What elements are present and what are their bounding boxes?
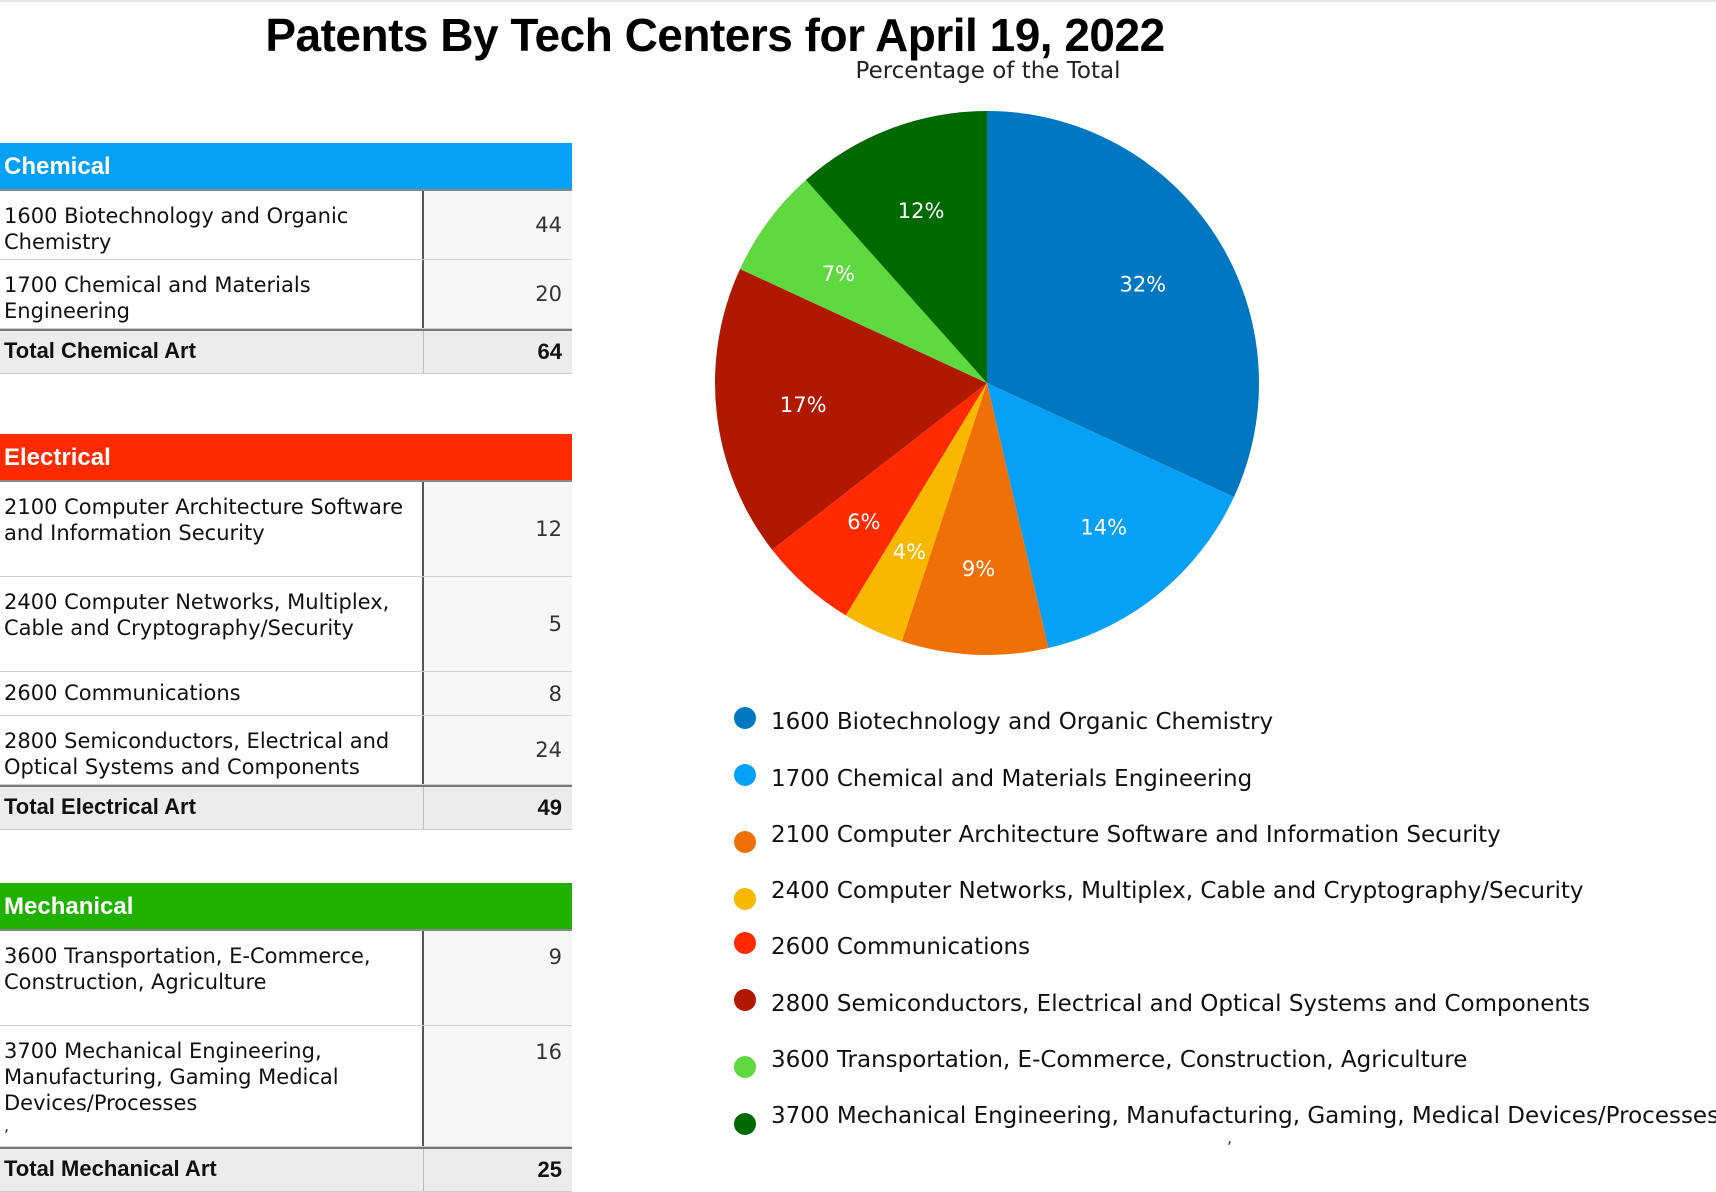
legend-marker	[734, 1056, 756, 1078]
row-value: 8	[424, 672, 572, 715]
total-row: Total Mechanical Art 25	[0, 1147, 572, 1192]
table-row: 3600 Transportation, E-Commerce, Constru…	[0, 931, 572, 1026]
legend-marker	[734, 707, 756, 729]
pie-chart-svg: 32% 14% 9% 4% 6% 17% 7% 12%	[715, 111, 1259, 656]
legend-label: 2400 Computer Networks, Multiplex, Cable…	[771, 878, 1584, 904]
pie-slice	[901, 383, 1049, 656]
slice-percent-label: 32%	[1119, 272, 1166, 296]
slice-percent-label: 7%	[822, 262, 855, 286]
table-row: 1700 Chemical and Materials Engineering …	[0, 260, 572, 329]
stray-comma: ,	[4, 1116, 10, 1135]
legend-marker	[734, 764, 756, 786]
legend-marker	[734, 989, 756, 1011]
chart-subtitle: Percentage of the Total	[855, 58, 1121, 84]
table-row: 1600 Biotechnology and Organic Chemistry…	[0, 191, 572, 260]
legend-marker	[734, 932, 756, 954]
table-row: 2600 Communications 8	[0, 672, 572, 716]
legend-item: 1700 Chemical and Materials Engineering	[725, 759, 1715, 799]
legend-marker	[734, 831, 756, 853]
row-name: 1600 Biotechnology and Organic Chemistry	[0, 191, 424, 259]
row-value: 12	[424, 482, 572, 576]
stray-mark: ,	[1227, 1128, 1233, 1147]
legend-marker	[734, 1113, 756, 1135]
legend-label: 1600 Biotechnology and Organic Chemistry	[771, 709, 1274, 735]
row-name: 2600 Communications	[0, 672, 424, 715]
legend-label: 2600 Communications	[771, 934, 1031, 960]
total-row: Total Chemical Art 64	[0, 329, 572, 374]
slice-percent-label: 12%	[898, 199, 945, 223]
row-value: 44	[424, 191, 572, 259]
mechanical-table: Mechanical 3600 Transportation, E-Commer…	[0, 883, 572, 1192]
slice-percent-label: 17%	[780, 393, 827, 417]
mechanical-header: Mechanical	[0, 883, 572, 931]
row-value: 5	[424, 577, 572, 671]
pie-slice	[987, 111, 1259, 498]
legend-label: 1700 Chemical and Materials Engineering	[771, 766, 1253, 792]
legend-label: 2100 Computer Architecture Software and …	[771, 822, 1501, 848]
total-value: 25	[537, 1157, 562, 1182]
table-row: 2100 Computer Architecture Software and …	[0, 482, 572, 577]
legend-item: 2800 Semiconductors, Electrical and Opti…	[725, 984, 1715, 1024]
tech-center-tables: Chemical 1600 Biotechnology and Organic …	[0, 0, 572, 1192]
pie-chart: 32% 14% 9% 4% 6% 17% 7% 12%	[700, 100, 1280, 680]
slice-percent-label: 6%	[847, 510, 880, 534]
total-row: Total Electrical Art 49	[0, 785, 572, 830]
legend-item: 3700 Mechanical Engineering, Manufacturi…	[725, 1096, 1716, 1136]
pie-slice	[772, 383, 987, 616]
chart-title: Patents By Tech Centers for April 19, 20…	[265, 9, 1165, 61]
row-name: 2100 Computer Architecture Software and …	[0, 482, 424, 576]
pie-slice	[845, 383, 987, 642]
slice-percent-label: 9%	[962, 557, 995, 581]
legend-item: 3600 Transportation, E-Commerce, Constru…	[725, 1040, 1715, 1080]
row-name: 3700 Mechanical Engineering, Manufacturi…	[0, 1026, 424, 1146]
electrical-table: Electrical 2100 Computer Architecture So…	[0, 434, 572, 830]
total-label: Total Mechanical Art	[0, 1149, 424, 1191]
row-name: 2400 Computer Networks, Multiplex, Cable…	[0, 577, 424, 671]
slice-percent-label: 14%	[1080, 515, 1127, 539]
pie-slice	[987, 383, 1234, 648]
row-name: 2800 Semiconductors, Electrical and Opti…	[0, 716, 424, 784]
chemical-header: Chemical	[0, 143, 572, 191]
table-row: 2400 Computer Networks, Multiplex, Cable…	[0, 577, 572, 672]
pie-slice	[805, 111, 987, 383]
legend-label: 2800 Semiconductors, Electrical and Opti…	[771, 991, 1590, 1017]
legend-item: 1600 Biotechnology and Organic Chemistry	[725, 702, 1715, 742]
table-row: 3700 Mechanical Engineering, Manufacturi…	[0, 1026, 572, 1147]
top-border	[0, 0, 1716, 2]
row-value: 24	[424, 716, 572, 784]
total-label: Total Chemical Art	[0, 331, 424, 373]
total-value: 49	[537, 795, 562, 820]
table-row: 2800 Semiconductors, Electrical and Opti…	[0, 716, 572, 785]
total-value: 64	[537, 339, 562, 364]
legend-label: 3600 Transportation, E-Commerce, Constru…	[771, 1047, 1468, 1073]
row-value: 20	[424, 260, 572, 328]
row-value: 9	[424, 931, 572, 1025]
legend-item: 2400 Computer Networks, Multiplex, Cable…	[725, 871, 1715, 911]
electrical-header: Electrical	[0, 434, 572, 482]
pie-slice	[740, 180, 987, 383]
row-value: 16	[424, 1026, 572, 1146]
legend-item: 2100 Computer Architecture Software and …	[725, 815, 1715, 855]
pie-slice	[715, 268, 987, 550]
row-name: 3600 Transportation, E-Commerce, Constru…	[0, 931, 424, 1025]
row-name: 1700 Chemical and Materials Engineering	[0, 260, 424, 328]
slice-percent-label: 4%	[893, 540, 926, 564]
legend-label: 3700 Mechanical Engineering, Manufacturi…	[771, 1103, 1716, 1129]
legend-marker	[734, 888, 756, 910]
legend-item: 2600 Communications	[725, 927, 1715, 967]
total-label: Total Electrical Art	[0, 787, 424, 829]
chemical-table: Chemical 1600 Biotechnology and Organic …	[0, 143, 572, 374]
